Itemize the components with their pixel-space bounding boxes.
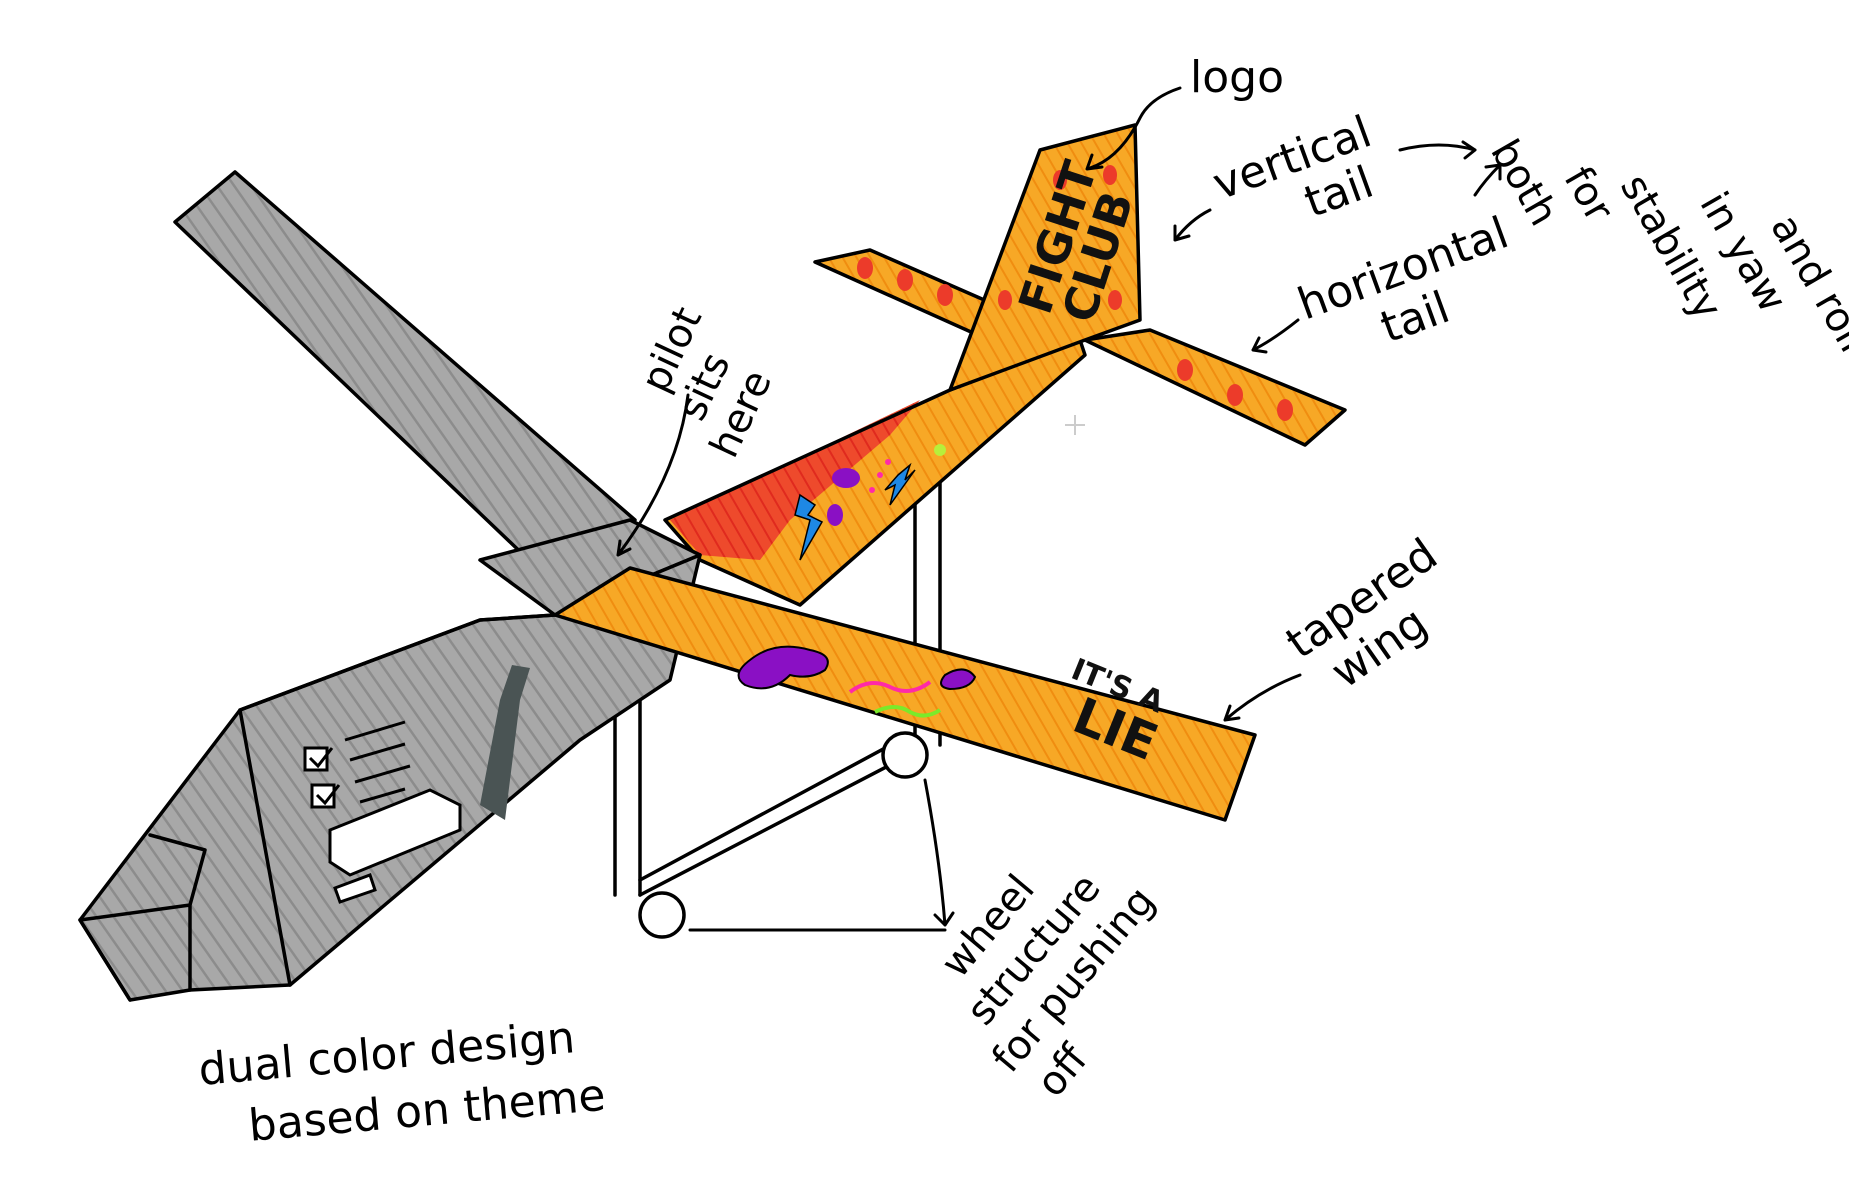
center-cross-mark <box>1065 415 1085 435</box>
left-wing <box>173 170 637 587</box>
annotation-arrows <box>616 86 1502 932</box>
label-logo: logo <box>1190 52 1284 103</box>
fuselage <box>78 518 702 1002</box>
purple-splotch <box>737 645 829 690</box>
label-for: for <box>1555 159 1623 230</box>
stapler-drawing <box>328 788 462 904</box>
label-stability: stability <box>1611 167 1730 328</box>
checklist-drawing <box>303 720 411 809</box>
rear-wheel <box>881 731 929 779</box>
tie-drawing <box>480 665 530 820</box>
right-wing: IT'S A LIE <box>553 566 1257 822</box>
boom-art <box>794 444 946 561</box>
annotations: logo vertical tail horizontal tail both … <box>197 52 1849 1152</box>
landing-gear <box>613 468 942 939</box>
front-wheel <box>638 891 686 939</box>
